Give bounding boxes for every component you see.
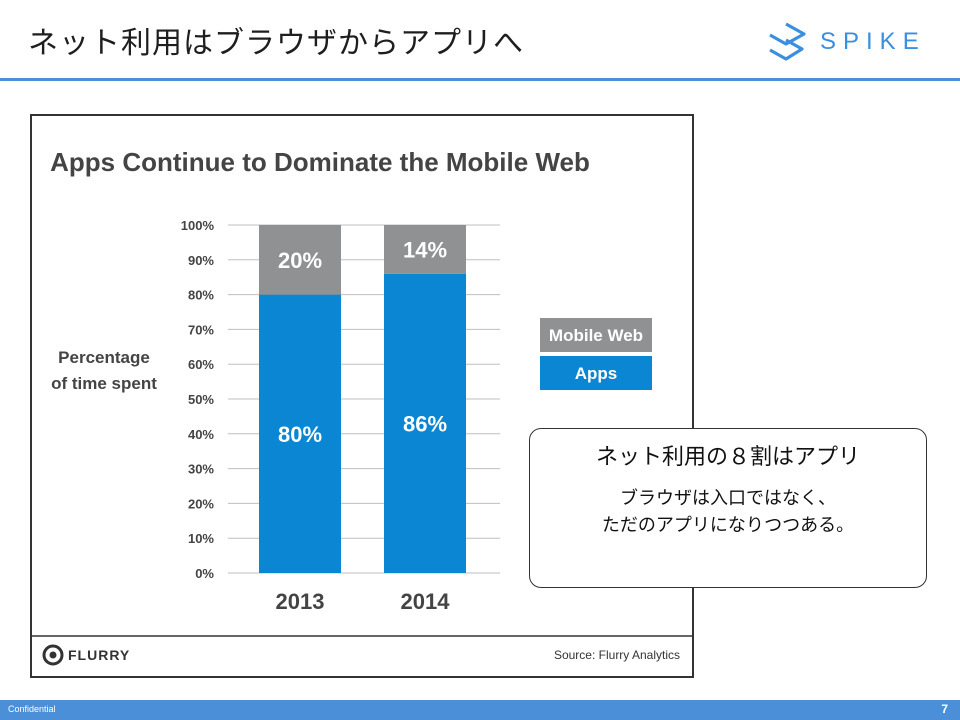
x-tick-label: 2014: [401, 589, 451, 614]
y-tick-label: 100%: [181, 218, 215, 233]
callout-body-line1: ブラウザは入口ではなく、: [620, 488, 836, 509]
y-tick-label: 40%: [188, 427, 214, 442]
spike-logo-icon: [769, 22, 806, 61]
chart-source: Source: Flurry Analytics: [554, 648, 680, 662]
slide-title: ネット利用はブラウザからアプリへ: [28, 26, 524, 61]
footer-confidential: Confidential: [8, 704, 56, 714]
stacked-bar-chart: Apps Continue to Dominate the Mobile Web…: [32, 147, 692, 666]
legend-label: Mobile Web: [549, 326, 643, 345]
y-tick-label: 90%: [188, 253, 214, 268]
y-tick-label: 80%: [188, 288, 214, 303]
legend-swatch-apps: [540, 356, 652, 390]
data-label: 20%: [278, 248, 322, 273]
x-tick-label: 2013: [276, 589, 325, 614]
y-tick-label: 10%: [188, 531, 214, 546]
legend-label: Apps: [575, 364, 618, 383]
callout-body-line2: ただのアプリになりつつある。: [601, 515, 855, 536]
y-tick-label: 30%: [188, 462, 214, 477]
bar-segment-apps-2013: [259, 294, 341, 573]
bar-segment-mobile-web-2013: [259, 225, 341, 295]
y-axis-label-line1: Percentage: [58, 348, 150, 367]
brand-name: SPIKE: [820, 28, 926, 55]
flurry-logo-icon: [42, 644, 64, 666]
bar-segment-apps-2014: [384, 273, 466, 573]
chart-brand: FLURRY: [68, 647, 130, 663]
y-axis-label-line2: of time spent: [51, 374, 157, 393]
callout-heading: ネット利用の８割はアプリ: [595, 445, 860, 470]
y-tick-label: 50%: [188, 392, 214, 407]
y-tick-label: 20%: [188, 496, 214, 511]
data-label: 80%: [278, 422, 322, 447]
page-number: 7: [941, 702, 948, 716]
bar-segment-mobile-web-2014: [384, 225, 466, 274]
chart-title: Apps Continue to Dominate the Mobile Web: [50, 147, 590, 177]
y-tick-label: 0%: [195, 566, 214, 581]
callout-box: ネット利用の８割はアプリ ブラウザは入口ではなく、 ただのアプリになりつつある。: [529, 428, 927, 588]
y-tick-label: 60%: [188, 357, 214, 372]
chart-panel: Apps Continue to Dominate the Mobile Web…: [30, 114, 694, 678]
legend-swatch-mobile-web: [540, 318, 652, 352]
y-tick-label: 70%: [188, 322, 214, 337]
callout-body: ブラウザは入口ではなく、 ただのアプリになりつつある。: [530, 485, 926, 539]
footer-bar: Confidential 7: [0, 700, 960, 720]
data-label: 14%: [403, 237, 447, 262]
data-label: 86%: [403, 411, 447, 436]
title-divider: [0, 78, 960, 81]
